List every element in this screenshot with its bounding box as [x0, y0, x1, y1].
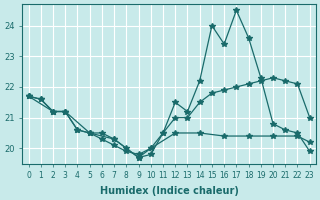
- X-axis label: Humidex (Indice chaleur): Humidex (Indice chaleur): [100, 186, 239, 196]
